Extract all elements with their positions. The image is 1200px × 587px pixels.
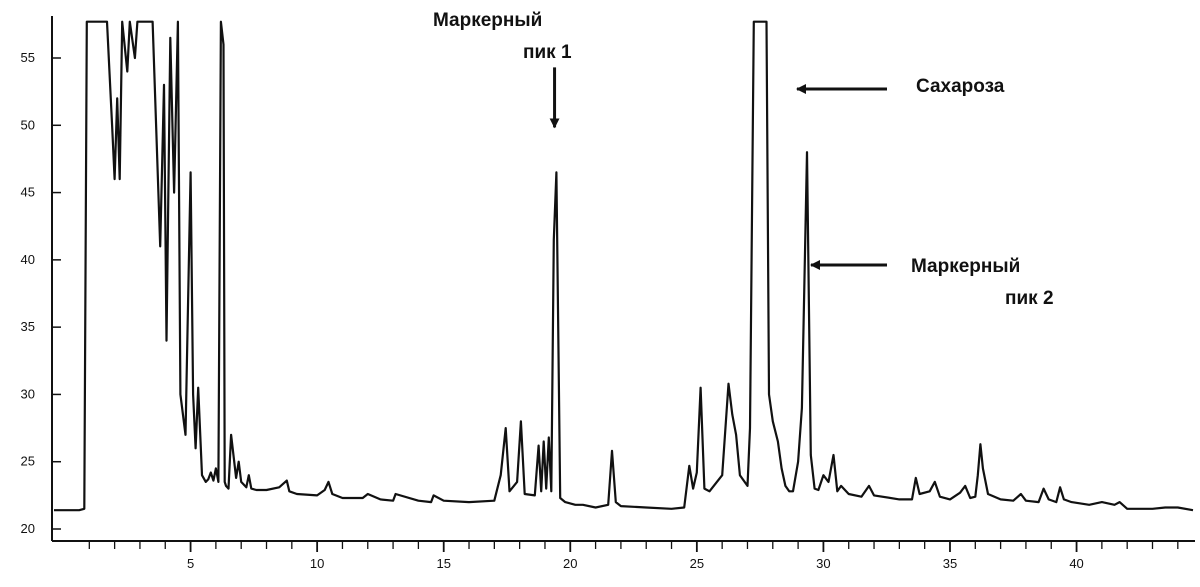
x-tick-label: 10 bbox=[310, 556, 324, 571]
x-tick-label: 5 bbox=[187, 556, 194, 571]
x-tick-label: 15 bbox=[436, 556, 450, 571]
annotation-label: Маркерный bbox=[433, 10, 542, 31]
y-tick-label: 35 bbox=[21, 319, 35, 334]
annotations-group: Маркерный пик 1 Сахароза Маркерный пик 2 bbox=[433, 10, 1054, 309]
annotation-label: Маркерный bbox=[911, 256, 1020, 277]
y-tick-label: 40 bbox=[21, 252, 35, 267]
x-tick-label: 20 bbox=[563, 556, 577, 571]
annotation-label: пик 1 bbox=[523, 42, 572, 63]
annotation-label: пик 2 bbox=[1005, 288, 1054, 309]
series-group bbox=[54, 20, 1194, 512]
y-tick-label: 30 bbox=[21, 386, 35, 401]
y-tick-label: 55 bbox=[21, 50, 35, 65]
y-tick-label: 25 bbox=[21, 454, 35, 469]
x-tick-label: 30 bbox=[816, 556, 830, 571]
x-tick-label: 25 bbox=[690, 556, 704, 571]
y-tick-label: 45 bbox=[21, 185, 35, 200]
y-tick-label: 50 bbox=[21, 117, 35, 132]
y-tick-label: 20 bbox=[21, 521, 35, 536]
series-line-0 bbox=[54, 20, 1194, 512]
x-tick-label: 35 bbox=[943, 556, 957, 571]
annotation-label: Сахароза bbox=[916, 76, 1005, 97]
x-tick-label: 40 bbox=[1069, 556, 1083, 571]
